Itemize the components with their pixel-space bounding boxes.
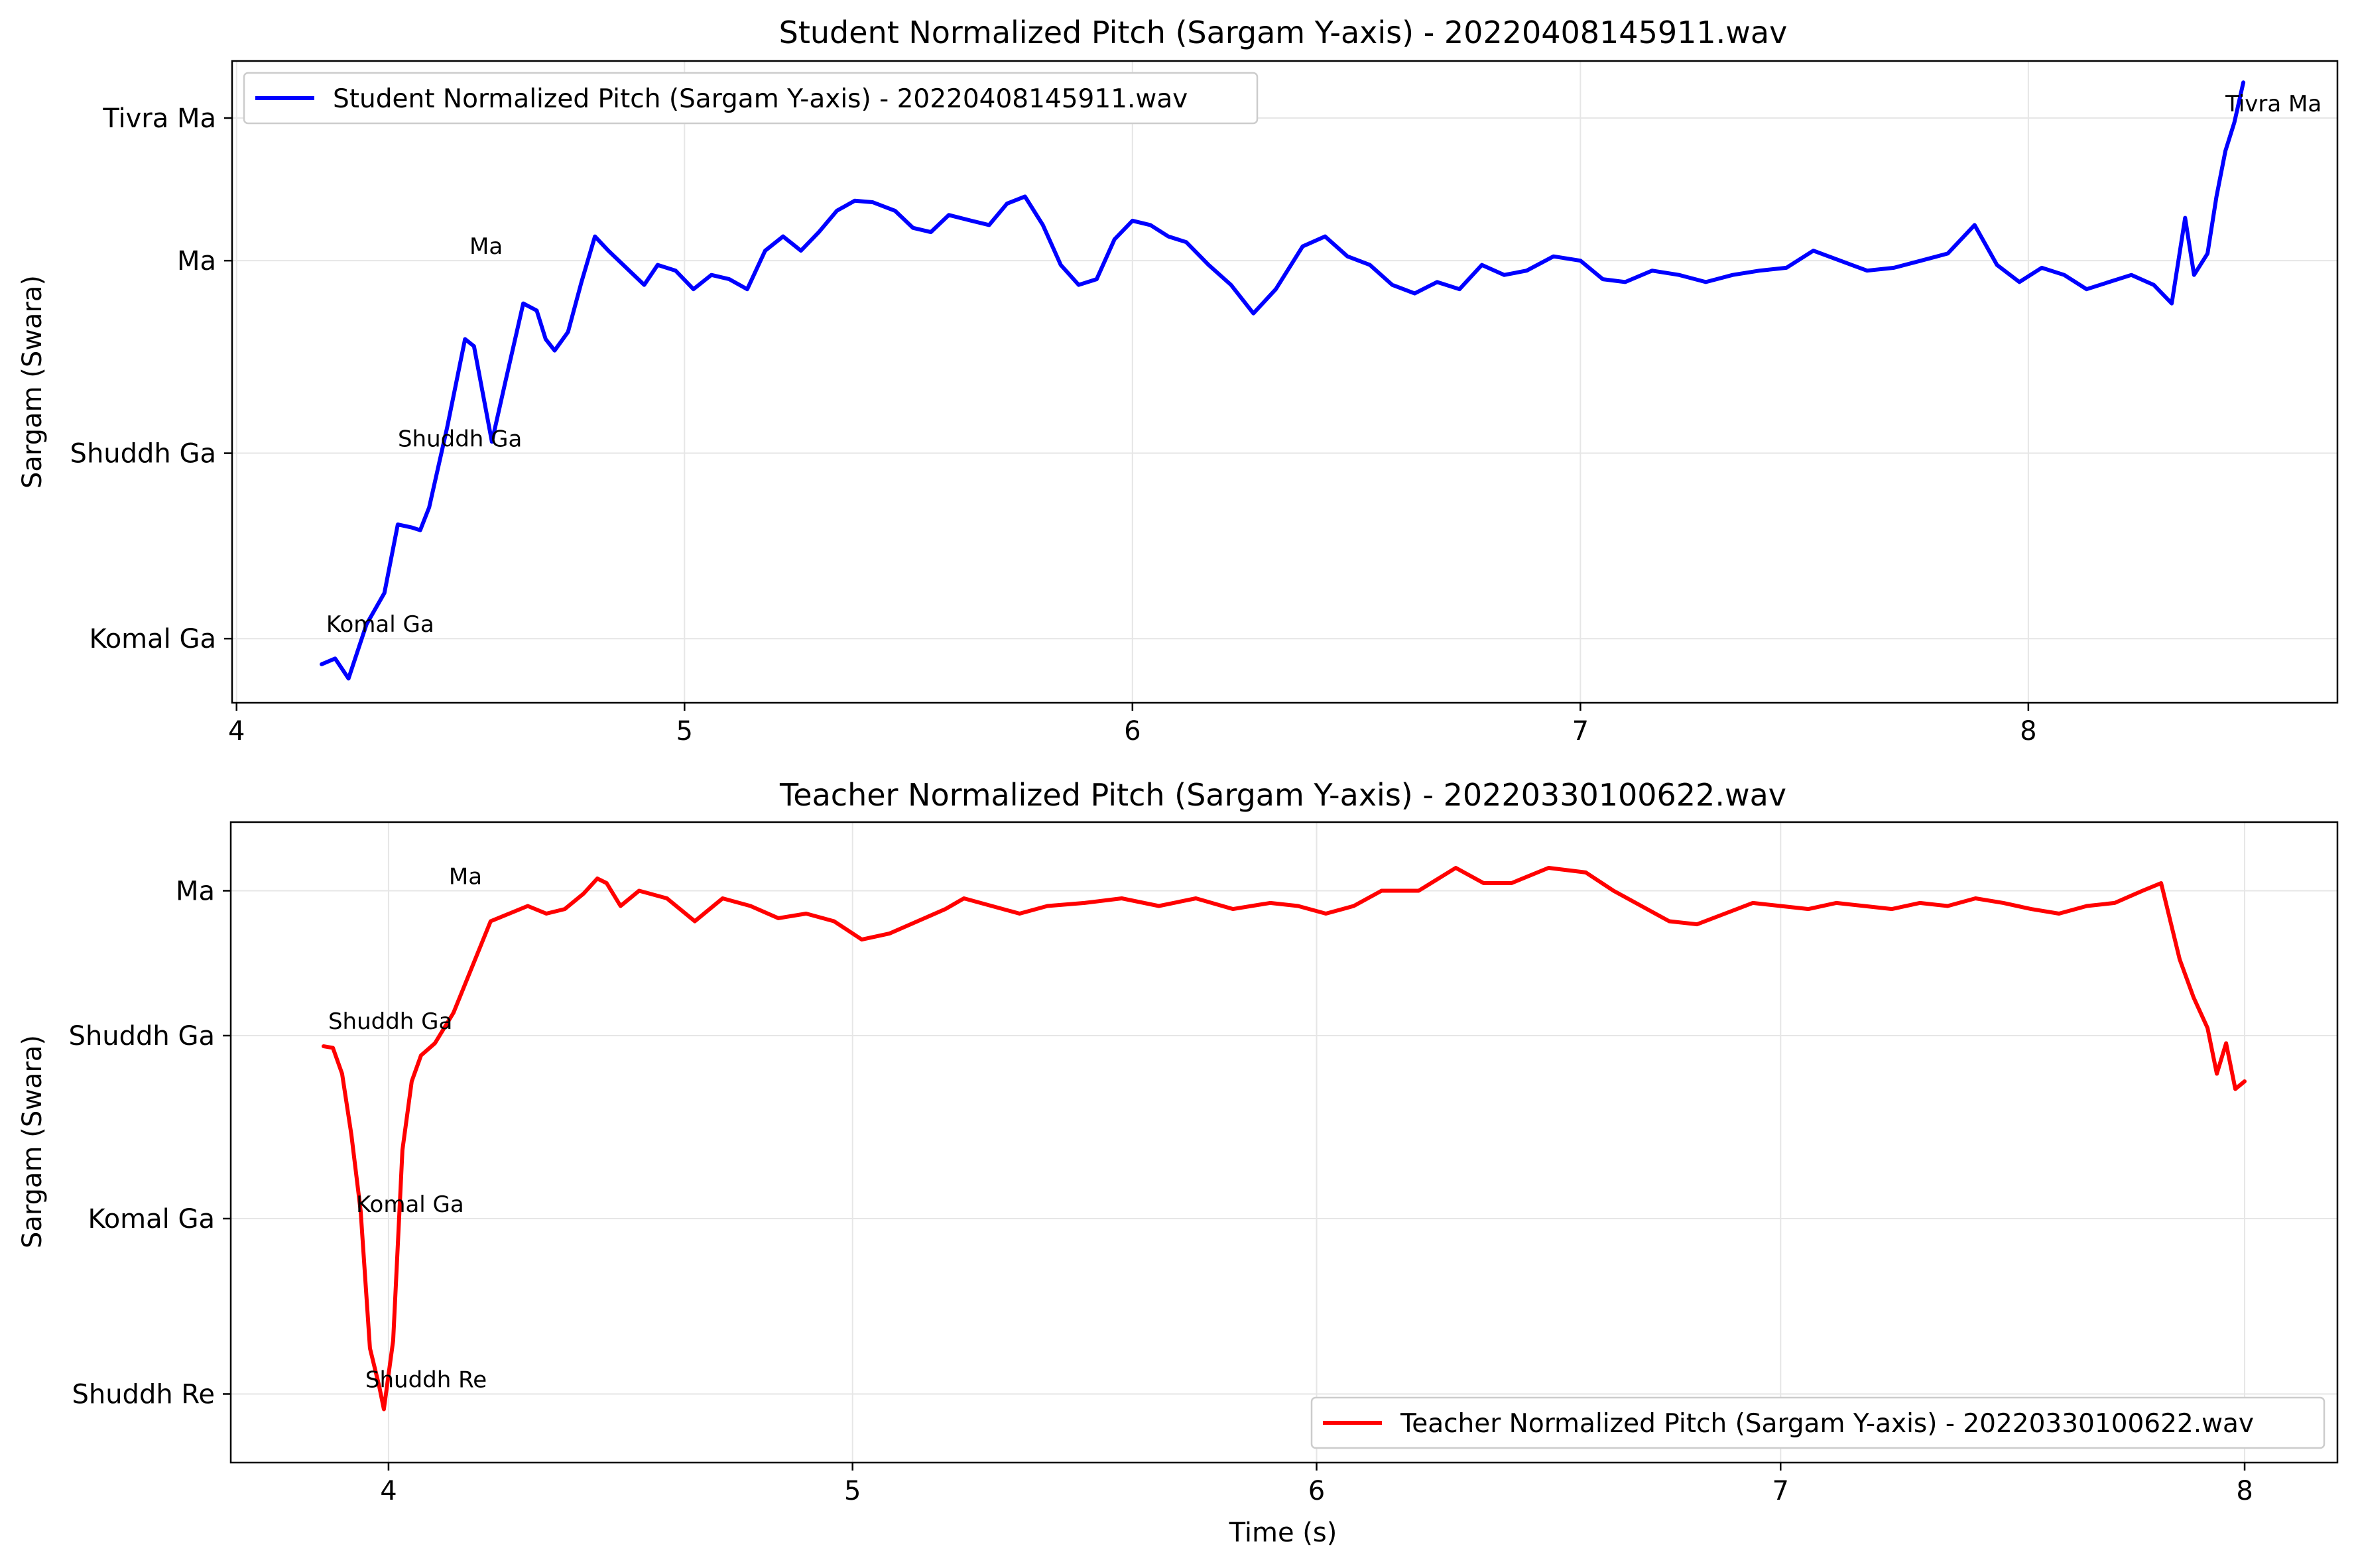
- student-y-tick-label: Komal Ga: [89, 624, 216, 654]
- teacher-y-tick-label: Shuddh Ga: [69, 1021, 215, 1052]
- teacher-annotation: Komal Ga: [356, 1191, 464, 1218]
- teacher-annotation: Ma: [449, 864, 482, 890]
- student-pitch-line: [320, 80, 2246, 681]
- student-y-tick-label: Tivra Ma: [102, 103, 216, 134]
- student-annotations: Komal Ga Shuddh Ga Ma Tivra Ma: [326, 91, 2322, 638]
- teacher-y-tick-label: Ma: [176, 876, 215, 907]
- student-y-tick-label: Ma: [177, 246, 216, 276]
- student-x-tick-label: 6: [1124, 716, 1141, 747]
- teacher-x-tick-label: 8: [2236, 1476, 2253, 1506]
- student-annotation: Ma: [469, 233, 503, 260]
- teacher-grid: [231, 822, 2337, 1463]
- teacher-annotations: Shuddh Ga Komal Ga Shuddh Re Ma: [328, 864, 487, 1394]
- student-legend-box: [243, 72, 1259, 125]
- student-x-tick-label: 7: [1572, 716, 1589, 747]
- student-chart-title: Student Normalized Pitch (Sargam Y-axis)…: [779, 15, 1788, 50]
- student-x-tick-label: 8: [2020, 716, 2036, 747]
- student-ticks: 4 5 6 7 8 Komal Ga Shuddh Ga Ma Tivra Ma: [70, 103, 2037, 747]
- student-legend-label: Student Normalized Pitch (Sargam Y-axis)…: [333, 84, 1188, 114]
- student-x-tick-label: 5: [676, 716, 693, 747]
- teacher-pitch-line: [322, 866, 2247, 1412]
- teacher-y-tick-label: Shuddh Re: [72, 1380, 215, 1410]
- teacher-series: [322, 866, 2247, 1412]
- student-annotation: Komal Ga: [326, 611, 434, 638]
- teacher-x-tick-label: 7: [1772, 1476, 1789, 1506]
- student-pitch-chart: Student Normalized Pitch (Sargam Y-axis)…: [17, 15, 2339, 747]
- student-annotation: Tivra Ma: [2225, 91, 2322, 117]
- student-y-axis-label: Sargam (Swara): [17, 275, 48, 489]
- teacher-x-tick-label: 6: [1308, 1476, 1325, 1506]
- teacher-legend: Teacher Normalized Pitch (Sargam Y-axis)…: [1310, 1396, 2325, 1449]
- teacher-y-tick-label: Komal Ga: [88, 1204, 215, 1235]
- teacher-x-tick-label: 4: [380, 1476, 397, 1506]
- teacher-x-axis-label: Time (s): [1229, 1518, 1337, 1548]
- teacher-legend-label: Teacher Normalized Pitch (Sargam Y-axis)…: [1400, 1409, 2254, 1439]
- student-x-tick-label: 4: [228, 716, 245, 747]
- teacher-ticks: 4 5 6 7 8 Shuddh Re Komal Ga Shuddh Ga Ma: [69, 876, 2253, 1507]
- teacher-y-axis-label: Sargam (Swara): [17, 1035, 48, 1248]
- student-plot-frame: [231, 60, 2339, 704]
- teacher-x-tick-label: 5: [844, 1476, 861, 1506]
- teacher-annotation: Shuddh Ga: [328, 1008, 452, 1035]
- student-grid: [232, 61, 2337, 703]
- teacher-annotation: Shuddh Re: [365, 1367, 487, 1394]
- student-series: [320, 80, 2246, 681]
- teacher-pitch-chart: Teacher Normalized Pitch (Sargam Y-axis)…: [17, 777, 2339, 1548]
- student-legend: Student Normalized Pitch (Sargam Y-axis)…: [243, 72, 1259, 125]
- teacher-legend-box: [1310, 1396, 2325, 1449]
- student-annotation: Shuddh Ga: [398, 426, 522, 453]
- teacher-plot-frame: [229, 821, 2339, 1464]
- student-y-tick-label: Shuddh Ga: [70, 439, 216, 469]
- teacher-chart-title: Teacher Normalized Pitch (Sargam Y-axis)…: [779, 777, 1786, 813]
